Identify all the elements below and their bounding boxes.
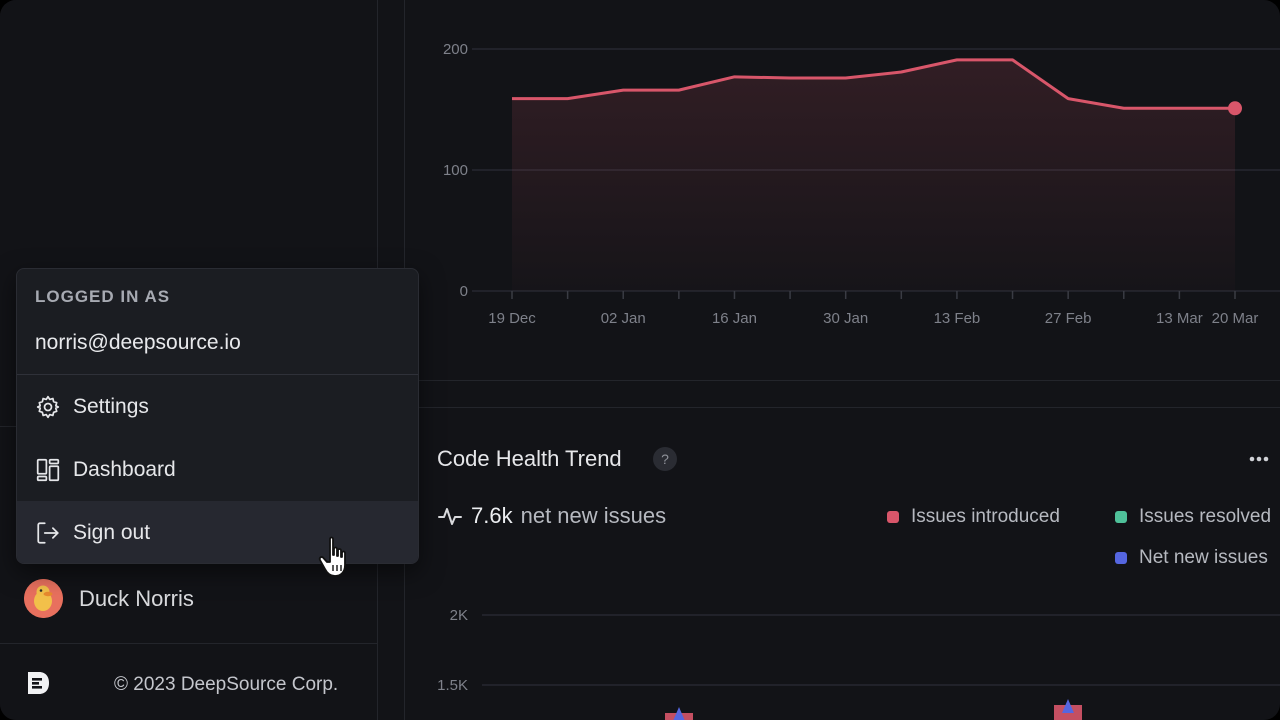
hand-pointer-cursor-icon	[318, 535, 360, 586]
stat-value: 7.6k	[471, 503, 513, 528]
menu-item-dashboard[interactable]: Dashboard	[17, 438, 418, 501]
activity-icon	[438, 508, 462, 525]
code-health-bar-chart: 2K 1.5K	[437, 607, 1280, 720]
main-content: 0 100 200 19 Dec 02 Jan 16 Jan 30 Jan 13 Feb 27 …	[406, 0, 1280, 720]
menu-item-label: Sign out	[73, 520, 151, 544]
legend-swatch	[887, 511, 899, 523]
legend-issues-resolved[interactable]: Issues resolved	[1115, 506, 1271, 528]
x-tick-label: 13 Feb	[934, 310, 981, 327]
net-new-issues-stat: 7.6k net new issues	[437, 503, 666, 529]
last-point-marker[interactable]	[1228, 101, 1242, 116]
legend-swatch	[1115, 511, 1127, 523]
menu-divider	[17, 374, 418, 375]
legend-label: Issues introduced	[911, 506, 1060, 527]
legend-issues-introduced[interactable]: Issues introduced	[887, 506, 1060, 528]
y-tick-label: 1.5K	[437, 677, 468, 694]
menu-item-label: Settings	[73, 394, 149, 418]
legend-net-new-issues[interactable]: Net new issues	[1115, 547, 1268, 569]
net-new-issues-marker[interactable]	[1062, 699, 1074, 713]
account-menu: LOGGED IN AS norris@deepsource.io Settin…	[16, 268, 419, 564]
x-tick-label: 13 Mar	[1156, 310, 1203, 327]
user-email: norris@deepsource.io	[35, 331, 241, 354]
y-tick-label: 100	[443, 162, 468, 179]
area-fill	[512, 59, 1235, 291]
help-icon[interactable]: ?	[653, 447, 677, 471]
section-divider	[406, 380, 1280, 381]
x-tick-label: 20 Mar	[1212, 310, 1259, 327]
series-line	[512, 58, 1235, 110]
user-name: Duck Norris	[79, 585, 194, 611]
sign-out-icon	[37, 521, 59, 544]
y-tick-label: 200	[443, 41, 468, 58]
more-options-icon[interactable]	[1246, 446, 1276, 472]
menu-item-label: Dashboard	[73, 457, 176, 481]
legend-swatch	[1115, 552, 1127, 564]
menu-item-settings[interactable]: Settings	[17, 375, 418, 438]
avatar	[24, 579, 63, 618]
x-tick-label: 02 Jan	[601, 310, 646, 327]
code-health-trend-title: Code Health Trend	[437, 446, 622, 471]
section-divider	[406, 407, 1280, 408]
x-tick-label: 27 Feb	[1045, 310, 1092, 327]
deepsource-logo-icon[interactable]	[25, 670, 51, 701]
legend-label: Issues resolved	[1139, 506, 1272, 527]
menu-item-sign-out[interactable]: Sign out	[17, 501, 418, 563]
menu-header: LOGGED IN AS	[35, 287, 171, 306]
legend-label: Net new issues	[1139, 547, 1268, 568]
x-tick-label: 19 Dec	[488, 310, 536, 327]
y-tick-label: 2K	[450, 607, 468, 624]
dashboard-icon	[36, 458, 60, 481]
gear-icon	[36, 395, 60, 418]
copyright-text: © 2023 DeepSource Corp.	[114, 674, 339, 695]
sidebar-divider	[0, 643, 378, 644]
user-profile-button[interactable]: Duck Norris	[24, 579, 194, 618]
net-new-issues-marker[interactable]	[673, 707, 685, 720]
stat-label: net new issues	[520, 503, 667, 528]
y-tick-label: 0	[460, 283, 468, 300]
x-tick-label: 16 Jan	[712, 310, 757, 327]
x-tick-label: 30 Jan	[823, 310, 868, 327]
issues-trend-chart: 0 100 200 19 Dec 02 Jan 16 Jan 30 Jan 13 Feb 27 …	[443, 41, 1280, 327]
